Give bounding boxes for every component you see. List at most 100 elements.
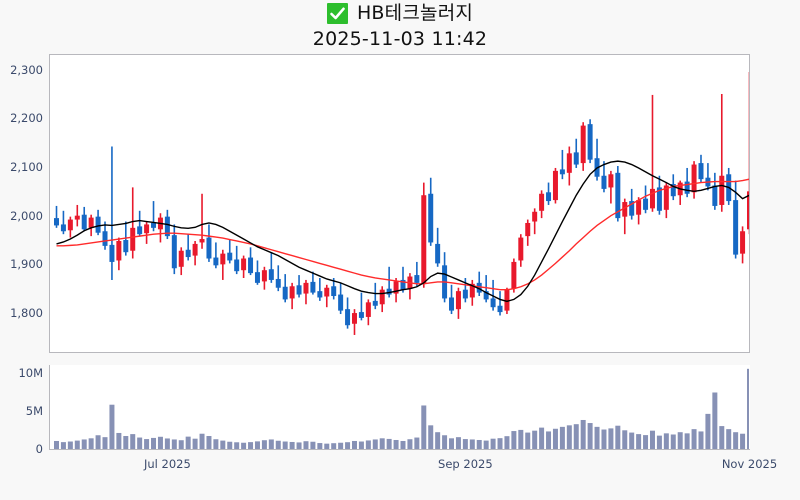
candlestick bbox=[296, 275, 302, 298]
volume-bar bbox=[95, 435, 101, 449]
candlestick bbox=[747, 72, 749, 235]
chart-header: HB테크놀러지 2025-11-03 11:42 bbox=[0, 0, 800, 52]
volume-bar bbox=[726, 429, 732, 449]
volume-bar bbox=[552, 428, 558, 449]
volume-bar bbox=[81, 439, 87, 449]
volume-bar bbox=[677, 432, 683, 449]
candlestick bbox=[81, 206, 87, 232]
candlestick bbox=[483, 275, 489, 303]
candlestick bbox=[206, 224, 212, 262]
volume-bar bbox=[164, 438, 170, 449]
candlestick bbox=[109, 146, 115, 280]
volume-bar bbox=[442, 435, 448, 449]
page-title: HB테크놀러지 bbox=[356, 2, 474, 24]
candlestick bbox=[733, 180, 739, 259]
volume-bar bbox=[573, 424, 579, 449]
volume-bar bbox=[130, 434, 136, 449]
candlestick bbox=[67, 216, 73, 238]
price-tick-label: 2,100 bbox=[10, 159, 43, 174]
volume-bar bbox=[317, 443, 323, 449]
volume-bar bbox=[469, 439, 475, 449]
volume-bar bbox=[178, 440, 184, 449]
volume-bar bbox=[213, 439, 219, 449]
volume-bar bbox=[629, 432, 635, 449]
volume-bar bbox=[185, 436, 191, 449]
volume-bar bbox=[559, 426, 565, 449]
candlestick bbox=[497, 291, 503, 316]
volume-bar bbox=[462, 439, 468, 449]
volume-bar bbox=[546, 431, 552, 449]
volume-bar bbox=[428, 425, 434, 449]
volume-bar bbox=[303, 441, 309, 449]
volume-bar bbox=[345, 442, 351, 449]
candlestick bbox=[345, 297, 351, 329]
candlestick bbox=[532, 208, 538, 235]
candlestick bbox=[199, 193, 205, 249]
volume-bar bbox=[372, 439, 378, 449]
volume-bar bbox=[497, 438, 503, 449]
candlestick bbox=[594, 138, 600, 181]
volume-bar bbox=[324, 443, 330, 449]
candlestick bbox=[698, 154, 704, 183]
volume-bar bbox=[144, 439, 150, 449]
volume-bar bbox=[365, 440, 371, 449]
candlestick bbox=[622, 198, 628, 235]
volume-chart-panel[interactable] bbox=[49, 365, 750, 450]
candlestick bbox=[539, 190, 545, 219]
candlestick bbox=[546, 182, 552, 205]
price-tick-label: 1,900 bbox=[10, 257, 43, 272]
candlestick bbox=[428, 177, 434, 246]
candlestick bbox=[95, 209, 101, 236]
candlestick-plot bbox=[54, 72, 749, 335]
price-chart-panel[interactable] bbox=[49, 54, 750, 353]
candlestick bbox=[317, 277, 323, 301]
candlestick bbox=[712, 172, 718, 210]
candlestick bbox=[157, 213, 163, 243]
candlestick bbox=[518, 234, 524, 267]
volume-bar bbox=[421, 405, 427, 449]
price-tick-label: 2,000 bbox=[10, 208, 43, 223]
candlestick bbox=[691, 161, 697, 199]
volume-plot bbox=[54, 368, 749, 449]
candlestick bbox=[469, 279, 475, 306]
candlestick bbox=[192, 240, 198, 266]
candlestick bbox=[435, 227, 441, 267]
volume-bar bbox=[400, 440, 406, 449]
candlestick bbox=[351, 309, 357, 335]
candlestick bbox=[137, 210, 143, 237]
volume-bar bbox=[310, 441, 316, 449]
volume-bar bbox=[192, 438, 198, 449]
volume-bar bbox=[594, 426, 600, 449]
candlestick bbox=[719, 93, 725, 212]
green-check-icon bbox=[326, 2, 348, 24]
volume-bar bbox=[116, 432, 122, 449]
date-tick-label: Jul 2025 bbox=[143, 457, 191, 471]
candlestick bbox=[303, 279, 309, 305]
candlestick bbox=[268, 252, 274, 283]
volume-bar bbox=[580, 419, 586, 449]
candlestick bbox=[400, 266, 406, 293]
title-row: HB테크놀러지 bbox=[0, 0, 800, 26]
volume-bar bbox=[449, 438, 455, 449]
volume-bar bbox=[532, 430, 538, 449]
volume-bar bbox=[123, 436, 129, 449]
volume-bar bbox=[54, 440, 59, 449]
volume-bar bbox=[296, 442, 302, 449]
volume-bar bbox=[566, 425, 572, 449]
volume-bar bbox=[483, 440, 489, 449]
candlestick bbox=[587, 119, 593, 164]
candlestick bbox=[338, 282, 344, 315]
volume-bar bbox=[587, 423, 593, 449]
volume-bar bbox=[206, 436, 212, 449]
volume-bar bbox=[268, 439, 274, 449]
volume-bar bbox=[622, 430, 628, 449]
date-tick-label: Sep 2025 bbox=[438, 457, 493, 471]
volume-bar bbox=[414, 437, 420, 449]
volume-bar bbox=[747, 368, 749, 449]
candlestick bbox=[511, 258, 517, 293]
moving-average-long-line bbox=[56, 178, 749, 291]
moving-average-short-line bbox=[56, 160, 749, 303]
candlestick bbox=[525, 219, 531, 246]
candlestick bbox=[324, 284, 330, 308]
volume-bar bbox=[601, 429, 607, 449]
